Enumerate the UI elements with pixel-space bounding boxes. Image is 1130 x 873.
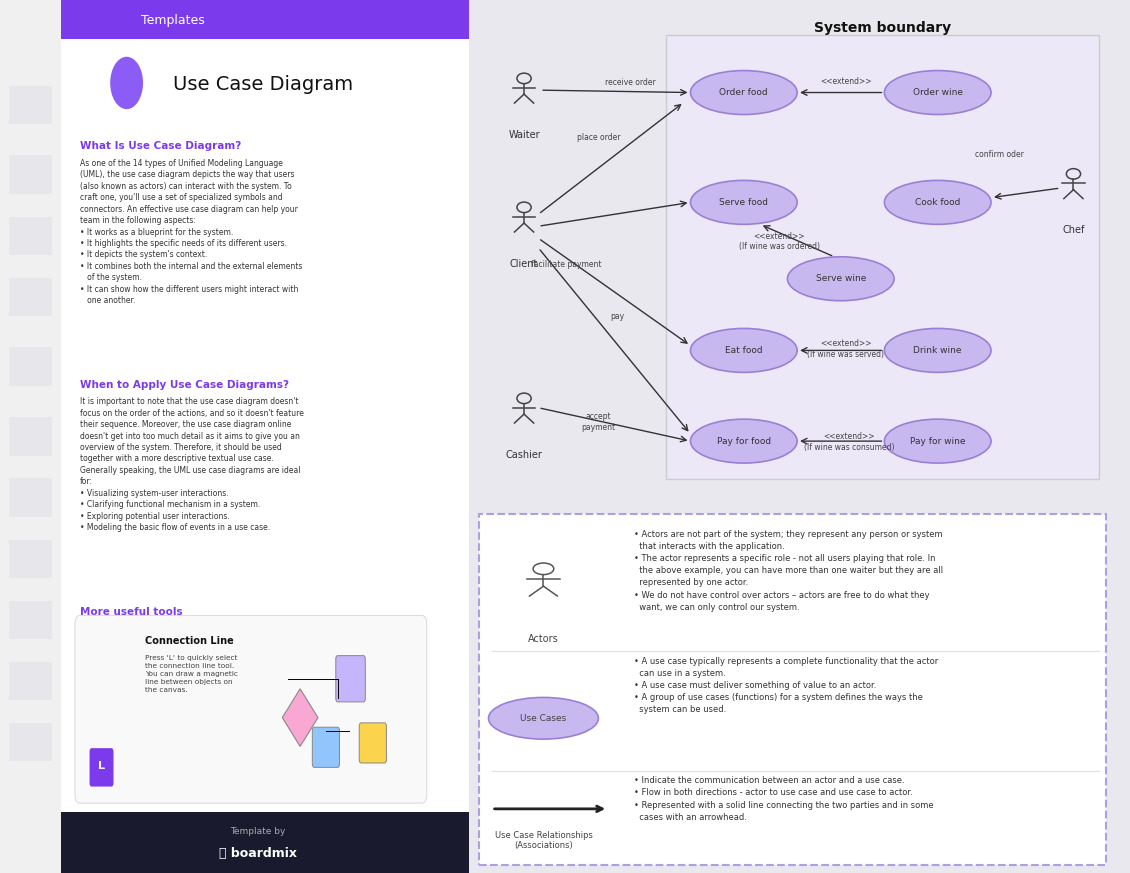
- Bar: [61, 39, 469, 812]
- Text: What Is Use Case Diagram?: What Is Use Case Diagram?: [80, 141, 241, 151]
- FancyBboxPatch shape: [336, 656, 365, 702]
- Text: System boundary: System boundary: [815, 21, 951, 35]
- Text: Chef: Chef: [1062, 225, 1085, 236]
- Text: <<extend>>: <<extend>>: [820, 77, 871, 86]
- Text: When to Apply Use Case Diagrams?: When to Apply Use Case Diagrams?: [80, 380, 289, 389]
- Text: Waiter: Waiter: [508, 130, 540, 140]
- Ellipse shape: [788, 257, 894, 300]
- Text: Templates: Templates: [140, 14, 205, 26]
- Text: <<extend>>
(If wine was ordered): <<extend>> (If wine was ordered): [739, 232, 820, 251]
- FancyBboxPatch shape: [89, 748, 113, 787]
- FancyBboxPatch shape: [359, 723, 386, 763]
- Bar: [0, 0, 61, 873]
- Ellipse shape: [885, 181, 991, 224]
- Ellipse shape: [690, 181, 797, 224]
- FancyBboxPatch shape: [312, 727, 339, 767]
- Bar: [9, 478, 52, 517]
- Text: Client: Client: [510, 258, 538, 269]
- Text: • Actors are not part of the system; they represent any person or system
  that : • Actors are not part of the system; the…: [634, 530, 944, 612]
- Text: Use Cases: Use Cases: [520, 714, 566, 723]
- Bar: [9, 662, 52, 700]
- Bar: [9, 217, 52, 255]
- Text: Order food: Order food: [720, 88, 768, 97]
- Ellipse shape: [885, 328, 991, 373]
- Text: <<extend>>
(If wine was served): <<extend>> (If wine was served): [808, 340, 885, 359]
- Bar: [9, 723, 52, 761]
- Bar: [9, 155, 52, 194]
- Bar: [9, 278, 52, 316]
- FancyBboxPatch shape: [75, 615, 427, 803]
- Text: Use Case Relationships
(Associations): Use Case Relationships (Associations): [495, 830, 592, 850]
- Bar: [667, 35, 1099, 479]
- Ellipse shape: [885, 419, 991, 463]
- Text: Serve food: Serve food: [720, 198, 768, 207]
- Text: facilitate payment: facilitate payment: [531, 260, 601, 269]
- Text: place order: place order: [576, 134, 620, 142]
- Text: Cook food: Cook food: [915, 198, 960, 207]
- Polygon shape: [282, 689, 318, 746]
- Ellipse shape: [488, 698, 599, 739]
- Bar: [9, 417, 52, 456]
- Text: receive order: receive order: [606, 78, 657, 86]
- Text: • A use case typically represents a complete functionality that the actor
  can : • A use case typically represents a comp…: [634, 656, 938, 714]
- Bar: [61, 812, 469, 873]
- Text: L: L: [98, 760, 105, 771]
- Bar: [9, 86, 52, 124]
- Text: ⓑ boardmix: ⓑ boardmix: [219, 848, 297, 860]
- Bar: [9, 601, 52, 639]
- Bar: [9, 540, 52, 578]
- Text: Pay for wine: Pay for wine: [910, 436, 965, 445]
- Text: Cashier: Cashier: [505, 450, 542, 460]
- Text: confirm oder: confirm oder: [975, 150, 1024, 159]
- Text: Template by: Template by: [231, 827, 286, 835]
- Ellipse shape: [111, 57, 144, 109]
- Text: accept
payment: accept payment: [581, 412, 616, 432]
- Text: Pay for food: Pay for food: [716, 436, 771, 445]
- Text: As one of the 14 types of Unified Modeling Language
(UML), the use case diagram : As one of the 14 types of Unified Modeli…: [80, 159, 302, 306]
- Text: Actors: Actors: [528, 634, 559, 643]
- Ellipse shape: [885, 71, 991, 114]
- Text: Connection Line: Connection Line: [146, 636, 234, 645]
- Bar: [61, 0, 469, 39]
- Ellipse shape: [690, 71, 797, 114]
- Text: <<extend>>
(If wine was consumed): <<extend>> (If wine was consumed): [803, 432, 895, 452]
- Text: pay: pay: [610, 313, 625, 321]
- Text: Use Case Diagram: Use Case Diagram: [173, 75, 353, 94]
- Bar: [9, 347, 52, 386]
- Ellipse shape: [690, 419, 797, 463]
- Text: Eat food: Eat food: [725, 346, 763, 355]
- Text: Serve wine: Serve wine: [816, 274, 866, 283]
- Text: Press 'L' to quickly select
the connection line tool.
You can draw a magnetic
li: Press 'L' to quickly select the connecti…: [146, 655, 238, 693]
- Text: Order wine: Order wine: [913, 88, 963, 97]
- Ellipse shape: [690, 328, 797, 373]
- Text: • Indicate the communication between an actor and a use case.
• Flow in both dir: • Indicate the communication between an …: [634, 776, 933, 821]
- Text: More useful tools: More useful tools: [80, 607, 182, 616]
- Text: It is important to note that the use case diagram doesn't
focus on the order of : It is important to note that the use cas…: [80, 397, 304, 533]
- Text: Drink wine: Drink wine: [913, 346, 962, 355]
